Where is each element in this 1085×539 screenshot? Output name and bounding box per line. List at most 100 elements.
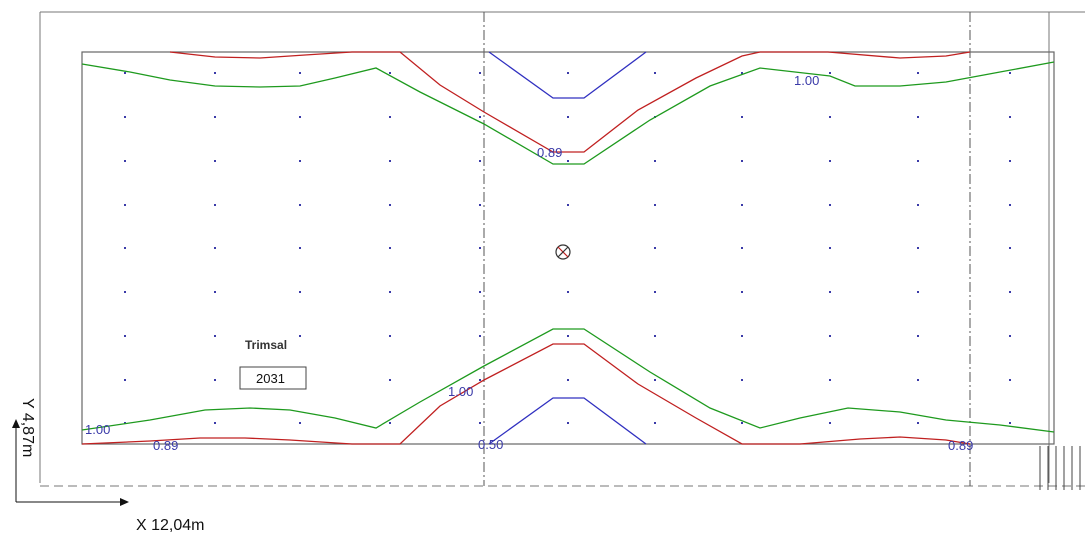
calculation-point <box>124 116 126 118</box>
calculation-point <box>654 335 656 337</box>
calculation-point <box>917 291 919 293</box>
calculation-point <box>479 116 481 118</box>
calculation-point <box>829 72 831 74</box>
calculation-point <box>917 422 919 424</box>
calculation-point <box>567 72 569 74</box>
calculation-point <box>389 204 391 206</box>
calculation-point <box>124 335 126 337</box>
calculation-point <box>479 335 481 337</box>
calculation-point <box>567 335 569 337</box>
calculation-point <box>567 116 569 118</box>
calculation-point <box>124 422 126 424</box>
calculation-point <box>829 379 831 381</box>
calculation-point <box>741 116 743 118</box>
calculation-point <box>567 204 569 206</box>
contour-line-1-00-bottom <box>81 328 1055 433</box>
room-id: 2031 <box>256 371 285 386</box>
calculation-point <box>654 422 656 424</box>
calculation-point <box>214 160 216 162</box>
contour-line-0-89-top <box>169 51 971 153</box>
calculation-point <box>299 204 301 206</box>
calculation-point <box>654 204 656 206</box>
calculation-point <box>124 72 126 74</box>
contour-labels: 1.00 0.89 1.00 0.89 0.50 0.89 1.00 <box>85 73 973 453</box>
calculation-point <box>389 72 391 74</box>
calculation-point <box>299 291 301 293</box>
calculation-point <box>654 291 656 293</box>
contour-line-0-50-top <box>488 51 647 99</box>
axis-indicator <box>12 419 129 506</box>
calculation-point <box>741 160 743 162</box>
contour-line-0-89-bottom <box>81 343 971 445</box>
calculation-point <box>479 379 481 381</box>
calculation-point <box>479 72 481 74</box>
calculation-point <box>1009 204 1011 206</box>
calculation-point <box>917 247 919 249</box>
calculation-point <box>567 291 569 293</box>
contour-label: 1.00 <box>448 384 473 399</box>
calculation-point <box>1009 116 1011 118</box>
calculation-point <box>299 116 301 118</box>
calculation-point <box>1009 379 1011 381</box>
calculation-point <box>1009 160 1011 162</box>
contour-label: 1.00 <box>85 422 110 437</box>
calculation-point <box>124 247 126 249</box>
room-outline <box>81 51 1055 445</box>
calculation-point <box>567 379 569 381</box>
calculation-point <box>389 422 391 424</box>
calculation-point <box>299 72 301 74</box>
calculation-point <box>299 422 301 424</box>
y-axis-label: Y 4,87m <box>19 398 36 457</box>
calculation-point <box>389 160 391 162</box>
calculation-point <box>829 335 831 337</box>
calculation-point <box>299 335 301 337</box>
contour-line-1-00-top <box>81 61 1055 165</box>
hatch-pattern <box>1039 446 1081 490</box>
calculation-point <box>741 379 743 381</box>
calculation-point <box>389 379 391 381</box>
room-id-box <box>239 366 307 390</box>
calculation-point <box>479 247 481 249</box>
contour-label: 0.50 <box>478 437 503 452</box>
calculation-point <box>741 204 743 206</box>
calculation-point <box>214 72 216 74</box>
calculation-point <box>479 291 481 293</box>
arrow-up-icon <box>12 419 20 428</box>
calculation-point <box>299 247 301 249</box>
calculation-point <box>479 204 481 206</box>
contour-line-0-50-bottom <box>488 397 647 445</box>
calculation-point <box>829 422 831 424</box>
calculation-point <box>124 291 126 293</box>
x-axis-label: X 12,04m <box>136 517 204 534</box>
calculation-point <box>567 422 569 424</box>
calculation-point <box>214 379 216 381</box>
calculation-point <box>567 160 569 162</box>
room-name: Trimsal <box>245 338 287 352</box>
calculation-point <box>829 291 831 293</box>
luminaire-marker-icon <box>555 244 571 260</box>
calculation-point <box>917 116 919 118</box>
calculation-point <box>214 422 216 424</box>
calculation-point <box>124 379 126 381</box>
calculation-point <box>741 247 743 249</box>
contour-label: 0.89 <box>537 145 562 160</box>
arrow-right-icon <box>120 498 129 506</box>
calculation-point <box>214 291 216 293</box>
calculation-point <box>1009 335 1011 337</box>
contour-label: 1.00 <box>794 73 819 88</box>
calculation-point <box>214 116 216 118</box>
calculation-point <box>829 247 831 249</box>
reference-lines <box>483 12 971 486</box>
calculation-point <box>1009 72 1011 74</box>
contour-label: 0.89 <box>948 438 973 453</box>
calculation-point <box>829 160 831 162</box>
calculation-point <box>389 335 391 337</box>
calculation-point <box>299 160 301 162</box>
drawing-frame <box>39 11 1085 487</box>
calculation-point <box>829 204 831 206</box>
calculation-point <box>741 335 743 337</box>
calculation-point <box>829 116 831 118</box>
calculation-point <box>214 335 216 337</box>
calculation-point <box>654 247 656 249</box>
